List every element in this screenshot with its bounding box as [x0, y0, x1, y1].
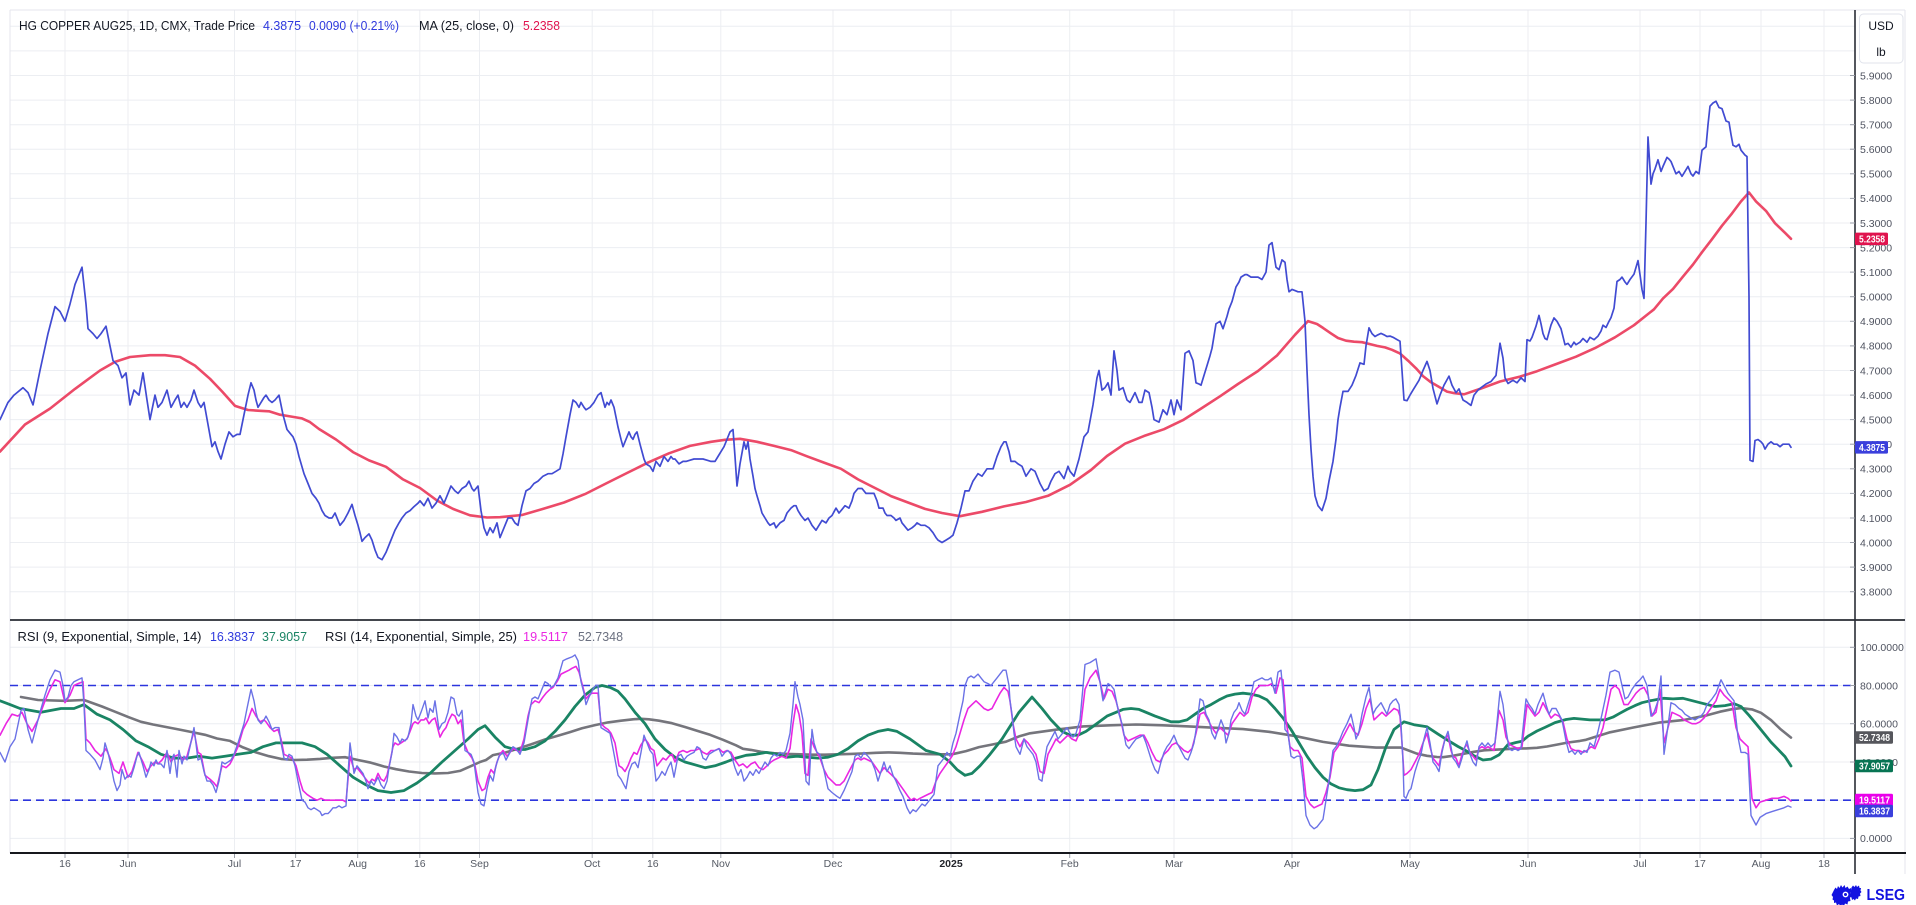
svg-text:Aug: Aug: [1752, 858, 1771, 870]
svg-text:5.2358: 5.2358: [1859, 234, 1885, 245]
svg-text:16: 16: [59, 858, 71, 870]
svg-text:lb: lb: [1876, 45, 1886, 59]
svg-text:5.4000: 5.4000: [1860, 193, 1892, 205]
svg-text:16.3837: 16.3837: [1859, 807, 1890, 818]
svg-text:4.8000: 4.8000: [1860, 341, 1892, 353]
svg-text:60.0000: 60.0000: [1860, 719, 1898, 731]
svg-text:Mar: Mar: [1165, 858, 1184, 870]
svg-text:17: 17: [290, 858, 302, 870]
svg-text:Apr: Apr: [1284, 858, 1301, 870]
svg-text:HG COPPER AUG25, 1D, CMX, Trad: HG COPPER AUG25, 1D, CMX, Trade Price: [19, 18, 255, 33]
svg-text:Oct: Oct: [584, 858, 600, 870]
svg-text:5.8000: 5.8000: [1860, 95, 1892, 107]
svg-text:4.5000: 4.5000: [1860, 414, 1892, 426]
svg-text:4.2000: 4.2000: [1860, 488, 1892, 500]
svg-text:4.3875: 4.3875: [263, 18, 301, 33]
svg-text:5.3000: 5.3000: [1860, 218, 1892, 230]
svg-text:2025: 2025: [939, 858, 963, 870]
svg-text:Jun: Jun: [120, 858, 137, 870]
svg-text:5.9000: 5.9000: [1860, 70, 1892, 82]
svg-text:19.5117: 19.5117: [1859, 796, 1890, 807]
svg-text:4.9000: 4.9000: [1860, 316, 1892, 328]
svg-text:37.9057: 37.9057: [1859, 762, 1890, 773]
svg-text:USD: USD: [1868, 19, 1894, 33]
svg-text:5.2000: 5.2000: [1860, 242, 1892, 254]
svg-text:16: 16: [647, 858, 659, 870]
svg-text:4.1000: 4.1000: [1860, 513, 1892, 525]
svg-text:37.9057: 37.9057: [262, 629, 307, 644]
svg-text:100.0000: 100.0000: [1860, 642, 1904, 654]
svg-text:RSI (9, Exponential, Simple, 1: RSI (9, Exponential, Simple, 14): [18, 629, 202, 644]
svg-text:5.1000: 5.1000: [1860, 267, 1892, 279]
svg-text:3.8000: 3.8000: [1860, 587, 1892, 599]
svg-text:Aug: Aug: [348, 858, 367, 870]
svg-text:Nov: Nov: [711, 858, 730, 870]
svg-text:5.2358: 5.2358: [523, 18, 560, 33]
svg-text:LSEG: LSEG: [1867, 887, 1906, 904]
svg-text:4.0000: 4.0000: [1860, 537, 1892, 549]
svg-text:80.0000: 80.0000: [1860, 680, 1898, 692]
svg-text:5.7000: 5.7000: [1860, 120, 1892, 132]
svg-text:0.0000: 0.0000: [1860, 833, 1892, 845]
svg-text:0.0090 (+0.21%): 0.0090 (+0.21%): [309, 18, 399, 33]
svg-text:4.3875: 4.3875: [1859, 443, 1885, 454]
svg-text:RSI (14, Exponential, Simple,: RSI (14, Exponential, Simple, 25): [325, 629, 517, 644]
svg-text:4.3000: 4.3000: [1860, 464, 1892, 476]
svg-text:5.5000: 5.5000: [1860, 169, 1892, 181]
svg-text:MA (25, close, 0): MA (25, close, 0): [419, 18, 514, 33]
svg-text:Jul: Jul: [1633, 858, 1646, 870]
svg-text:Jul: Jul: [228, 858, 241, 870]
svg-text:5.0000: 5.0000: [1860, 292, 1892, 304]
svg-text:16: 16: [414, 858, 426, 870]
svg-text:Feb: Feb: [1061, 858, 1079, 870]
svg-text:5.6000: 5.6000: [1860, 144, 1892, 156]
svg-text:52.7348: 52.7348: [1859, 733, 1890, 744]
svg-text:16.3837: 16.3837: [210, 629, 255, 644]
svg-text:4.7000: 4.7000: [1860, 365, 1892, 377]
svg-text:19.5117: 19.5117: [523, 629, 568, 644]
svg-text:52.7348: 52.7348: [578, 629, 623, 644]
svg-text:Jun: Jun: [1520, 858, 1537, 870]
svg-text:18: 18: [1818, 858, 1830, 870]
svg-text:Dec: Dec: [824, 858, 843, 870]
svg-text:May: May: [1400, 858, 1421, 870]
svg-text:3.9000: 3.9000: [1860, 562, 1892, 574]
svg-text:17: 17: [1694, 858, 1706, 870]
svg-text:Sep: Sep: [470, 858, 489, 870]
svg-text:4.6000: 4.6000: [1860, 390, 1892, 402]
